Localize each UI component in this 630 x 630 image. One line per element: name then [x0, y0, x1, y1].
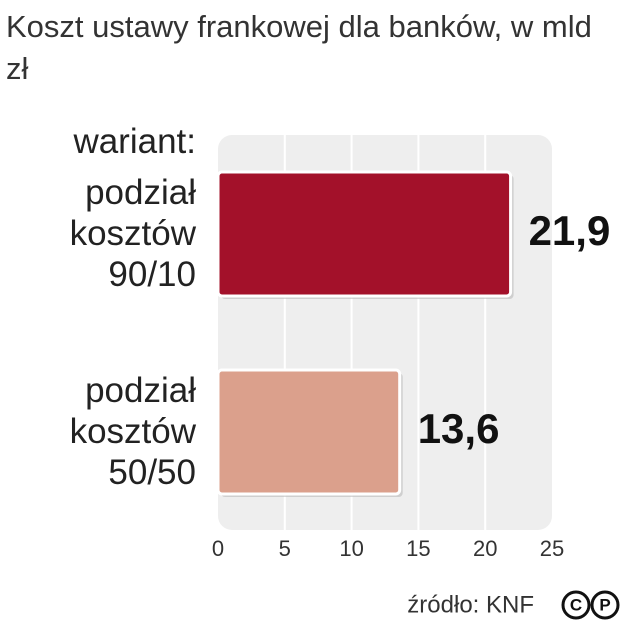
- value-label: 13,6: [418, 405, 500, 452]
- y-tick-label: podział kosztów 50/50: [69, 371, 196, 492]
- value-label: 21,9: [529, 207, 611, 254]
- y-tick-label: podział kosztów 90/10: [69, 173, 196, 294]
- x-tick-label: 10: [339, 536, 363, 561]
- x-tick-label: 20: [473, 536, 497, 561]
- logo-letter: C: [570, 595, 582, 614]
- x-tick-label: 25: [540, 536, 564, 561]
- source: źródło: KNF: [407, 591, 534, 618]
- logo-circle: [561, 590, 591, 620]
- x-tick-label: 5: [279, 536, 291, 561]
- y-axis-label: wariant:: [73, 122, 196, 161]
- bar: [216, 170, 513, 298]
- logo-letter: P: [599, 595, 610, 614]
- bar: [216, 368, 402, 496]
- chart-title: Koszt ustawy frankowej dla banków, w mld…: [6, 9, 592, 86]
- x-tick-label: 15: [406, 536, 430, 561]
- logo-circle: [590, 590, 620, 620]
- x-tick-label: 0: [212, 536, 224, 561]
